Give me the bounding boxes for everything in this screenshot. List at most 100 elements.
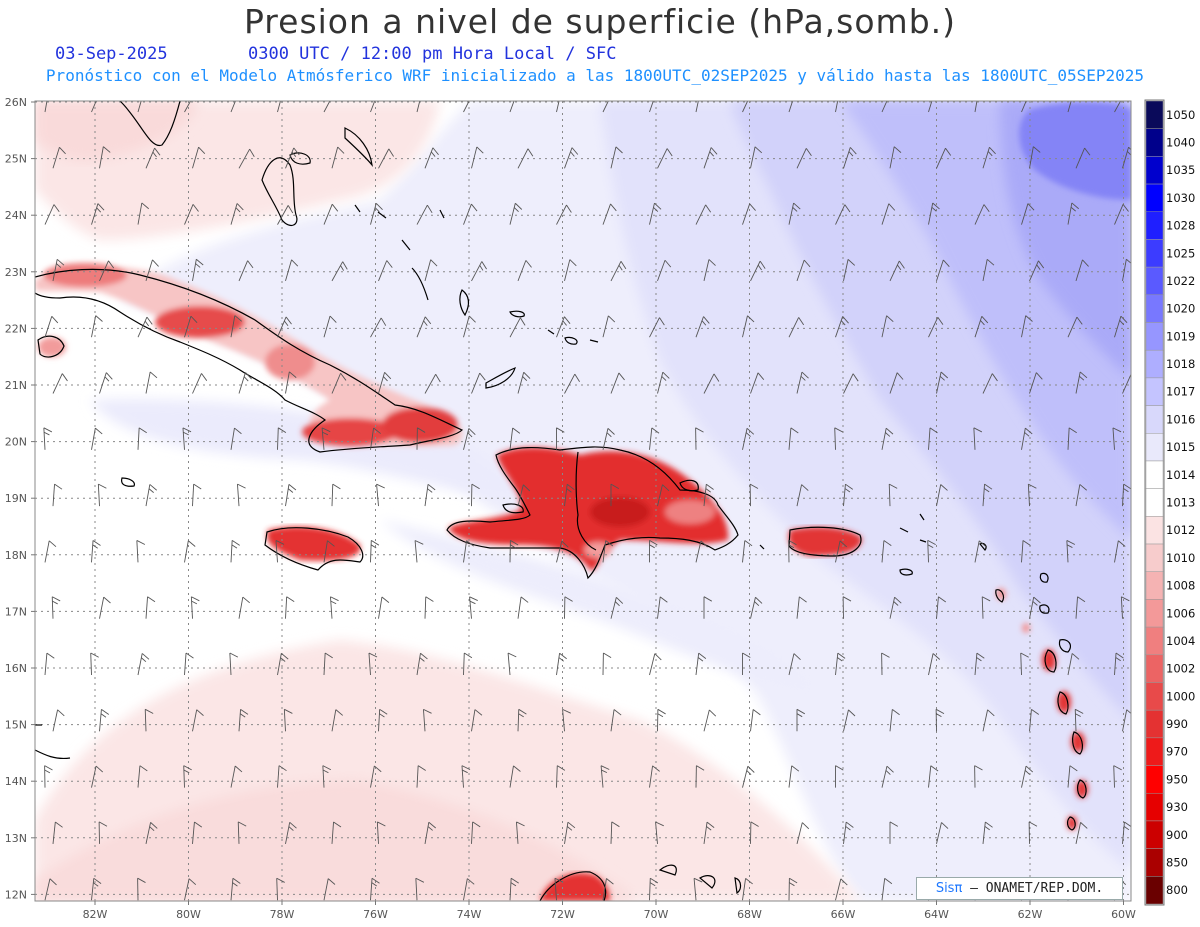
wind-barb (835, 765, 844, 788)
wind-barb (376, 483, 385, 507)
wind-barb (936, 147, 952, 169)
wind-barb (562, 708, 571, 732)
wind-barb (974, 204, 990, 225)
wind-barb (370, 317, 387, 338)
colorbar-swatch (1145, 765, 1164, 794)
wind-barb (137, 877, 146, 901)
wind-barb (471, 483, 480, 507)
wind-barb (230, 315, 243, 338)
wind-barb (91, 101, 97, 113)
wind-barb (1120, 596, 1130, 619)
wind-barb (936, 596, 947, 619)
wind-barb (192, 146, 206, 169)
colorbar-label: 1008 (1166, 579, 1195, 593)
wind-barb (184, 652, 194, 676)
wind-barb (974, 315, 989, 338)
wind-barb (1112, 427, 1122, 450)
wind-barb (1075, 147, 1091, 169)
wind-barb (703, 259, 716, 282)
wind-barb (889, 372, 904, 394)
lat-tick-label: 18N (5, 549, 27, 562)
wind-barb (564, 483, 575, 507)
credit-text: – ONAMET/REP.DOM. (970, 881, 1104, 896)
wind-barb (414, 540, 424, 563)
wind-barb (881, 315, 894, 338)
wind-barb (99, 372, 113, 394)
wind-barb (44, 315, 59, 338)
wind-barb (52, 483, 63, 507)
wind-barb (331, 709, 344, 732)
wind-barb (703, 821, 715, 844)
lon-tick-label: 62W (1018, 908, 1043, 921)
lat-tick-label: 16N (5, 662, 27, 675)
wind-barb (424, 483, 436, 507)
wind-barb (1075, 596, 1086, 619)
wind-barb (742, 652, 751, 675)
colorbar-label: 1013 (1166, 496, 1195, 510)
colorbar-swatch (1145, 599, 1164, 628)
wind-barb (695, 540, 708, 563)
colorbar-swatch (1145, 128, 1164, 157)
wind-barb (1029, 372, 1043, 394)
wind-barb (43, 427, 53, 450)
wind-barb (564, 147, 579, 169)
wind-barb (471, 372, 486, 394)
colorbar-swatch (1145, 211, 1164, 240)
wind-barb (835, 540, 848, 563)
lon-tick-label: 80W (176, 908, 201, 921)
colorbar-label: 1050 (1166, 108, 1195, 122)
colorbar-label: 1015 (1166, 440, 1195, 454)
lat-tick-label: 22N (5, 322, 27, 335)
wind-barb (44, 540, 57, 563)
wind-barb (889, 821, 899, 844)
wind-barb (277, 765, 287, 788)
wind-barb (137, 202, 150, 225)
wind-barb (1029, 596, 1041, 619)
wind-barb (277, 205, 294, 225)
wind-barb (835, 652, 846, 676)
wind-barb (463, 428, 476, 450)
wind-barb (703, 483, 714, 507)
wind-barb (237, 483, 246, 507)
wind-barb (516, 821, 525, 844)
colorbar-label: 1020 (1166, 302, 1195, 316)
wind-barb (424, 596, 434, 619)
colorbar-swatch (1145, 709, 1164, 739)
wind-barb (44, 652, 55, 676)
wind-barb (370, 101, 376, 113)
wind-barb (564, 596, 573, 619)
wind-barb (602, 540, 614, 563)
wind-barb (323, 203, 339, 225)
wind-barb (982, 709, 995, 732)
wind-barb (796, 259, 811, 282)
wind-barb (788, 653, 801, 676)
latitude-labels: 26N 25N 24N 23N 22N 21N 20N 19N 18N 17N 16N 15N 14N 1… (5, 96, 35, 901)
wind-barb (750, 146, 763, 169)
wind-barb (928, 202, 940, 225)
wind-barb (649, 427, 660, 450)
wind-barb (463, 878, 475, 901)
wind-barb (509, 540, 519, 563)
wind-barb (144, 708, 154, 732)
wind-barb (416, 316, 432, 338)
wind-barb (610, 821, 620, 844)
wind-barb (888, 483, 898, 507)
colorbar-swatch (1145, 405, 1164, 434)
forecast-date: 03-Sep-2025 (55, 44, 168, 64)
wind-barb (1114, 204, 1129, 225)
wind-barb (602, 315, 616, 338)
wind-barb (889, 709, 900, 732)
wind-barb (928, 765, 939, 788)
wind-barb (1122, 258, 1131, 281)
colorbar-label: 1025 (1166, 246, 1195, 260)
wind-barb (742, 765, 755, 788)
wind-barb (556, 316, 571, 338)
wind-barb (649, 765, 660, 788)
wind-barb (881, 765, 894, 788)
wind-barb (145, 371, 158, 394)
wind-barb (703, 147, 718, 169)
wind-barb (556, 765, 566, 788)
wind-barb (517, 596, 529, 619)
wind-barb (97, 483, 107, 507)
wind-barb (136, 540, 146, 563)
